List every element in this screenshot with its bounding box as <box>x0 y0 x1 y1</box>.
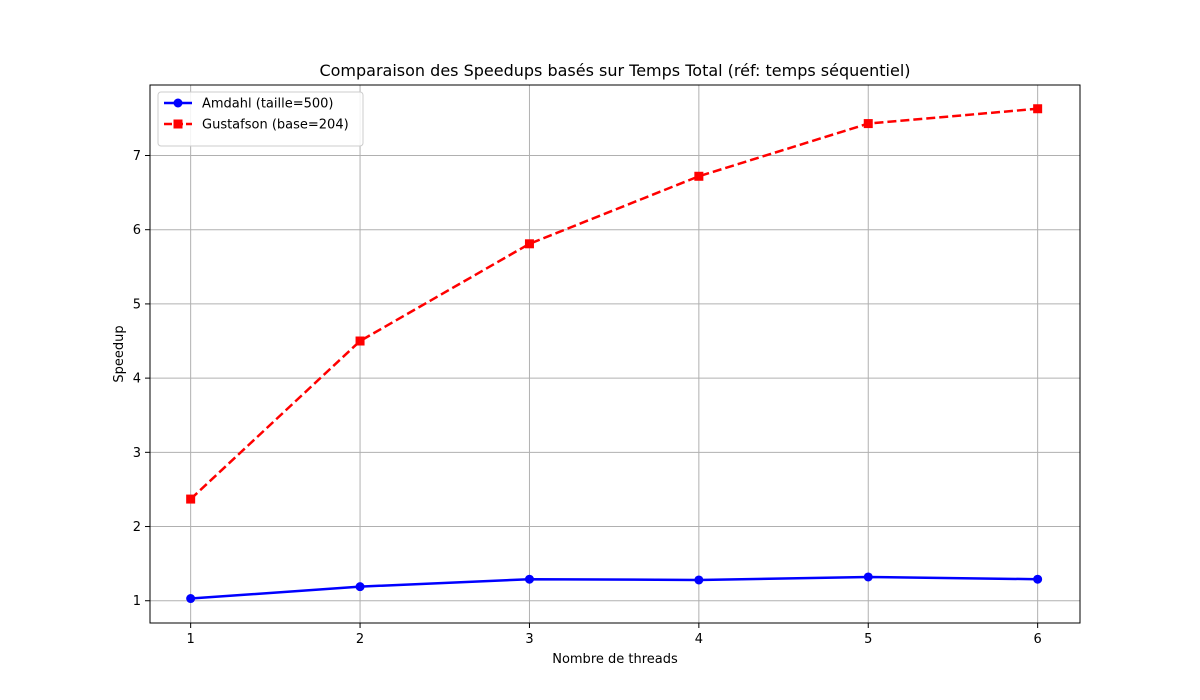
plot-frame <box>149 84 1081 624</box>
data-point <box>1033 574 1043 584</box>
legend-marker <box>173 119 183 129</box>
series-0 <box>186 572 1043 604</box>
data-point <box>355 336 365 346</box>
series-layer <box>186 104 1043 604</box>
chart-title: Comparaison des Speedups basés sur Temps… <box>319 61 910 80</box>
data-point <box>355 582 365 592</box>
legend-item: Gustafson (base=204) <box>164 118 349 133</box>
y-axis-label: Speedup <box>112 325 127 382</box>
y-tick-label: 2 <box>133 520 141 535</box>
x-axis-label: Nombre de threads <box>552 652 678 667</box>
data-point <box>524 239 534 249</box>
axis-ticks: 1 2 3 4 5 6 1 2 3 4 5 6 7 <box>133 149 1042 647</box>
x-tick-label: 5 <box>864 632 872 647</box>
x-tick-label: 4 <box>695 632 703 647</box>
series-1 <box>186 104 1043 504</box>
series-line <box>190 575 1038 600</box>
data-point <box>863 119 873 129</box>
legend-label: Gustafson (base=204) <box>202 118 349 133</box>
data-point <box>186 494 196 504</box>
y-tick-label: 3 <box>133 446 141 461</box>
legend: Amdahl (taille=500) Gustafson (base=204) <box>157 91 364 147</box>
y-tick-label: 7 <box>133 149 141 164</box>
data-point <box>186 594 196 604</box>
y-tick-label: 5 <box>133 297 141 312</box>
legend-item: Amdahl (taille=500) <box>164 97 334 112</box>
x-tick-label: 2 <box>356 632 364 647</box>
y-tick-label: 1 <box>133 594 141 609</box>
legend-box <box>157 91 364 147</box>
x-tick-label: 1 <box>187 632 195 647</box>
data-point <box>863 572 873 582</box>
grid <box>150 85 1080 623</box>
y-tick-label: 6 <box>133 223 141 238</box>
data-point <box>694 171 704 181</box>
x-tick-label: 6 <box>1034 632 1042 647</box>
data-point <box>524 574 534 584</box>
y-tick-label: 4 <box>133 372 141 387</box>
data-point <box>694 575 704 585</box>
legend-marker <box>173 98 183 108</box>
legend-label: Amdahl (taille=500) <box>202 97 334 112</box>
x-tick-label: 3 <box>525 632 533 647</box>
data-point <box>1033 104 1043 114</box>
